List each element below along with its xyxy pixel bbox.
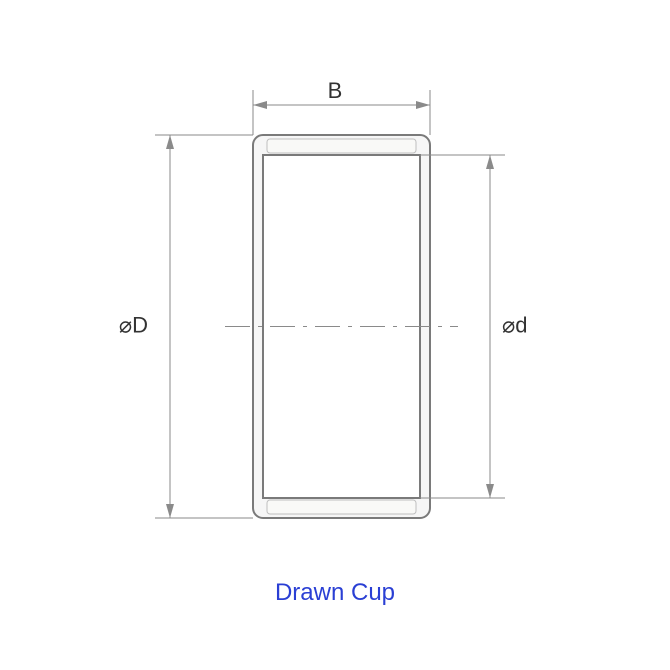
dimension-B: B bbox=[253, 78, 430, 135]
diagram-canvas: B ⌀D ⌀d Drawn Cup bbox=[0, 0, 670, 670]
dimension-d-label: ⌀d bbox=[502, 312, 527, 337]
caption: Drawn Cup bbox=[275, 579, 395, 606]
needle-top bbox=[267, 139, 416, 153]
dimension-B-label: B bbox=[328, 78, 343, 103]
dimension-D-label: ⌀D bbox=[119, 312, 148, 337]
needle-bottom bbox=[267, 500, 416, 514]
